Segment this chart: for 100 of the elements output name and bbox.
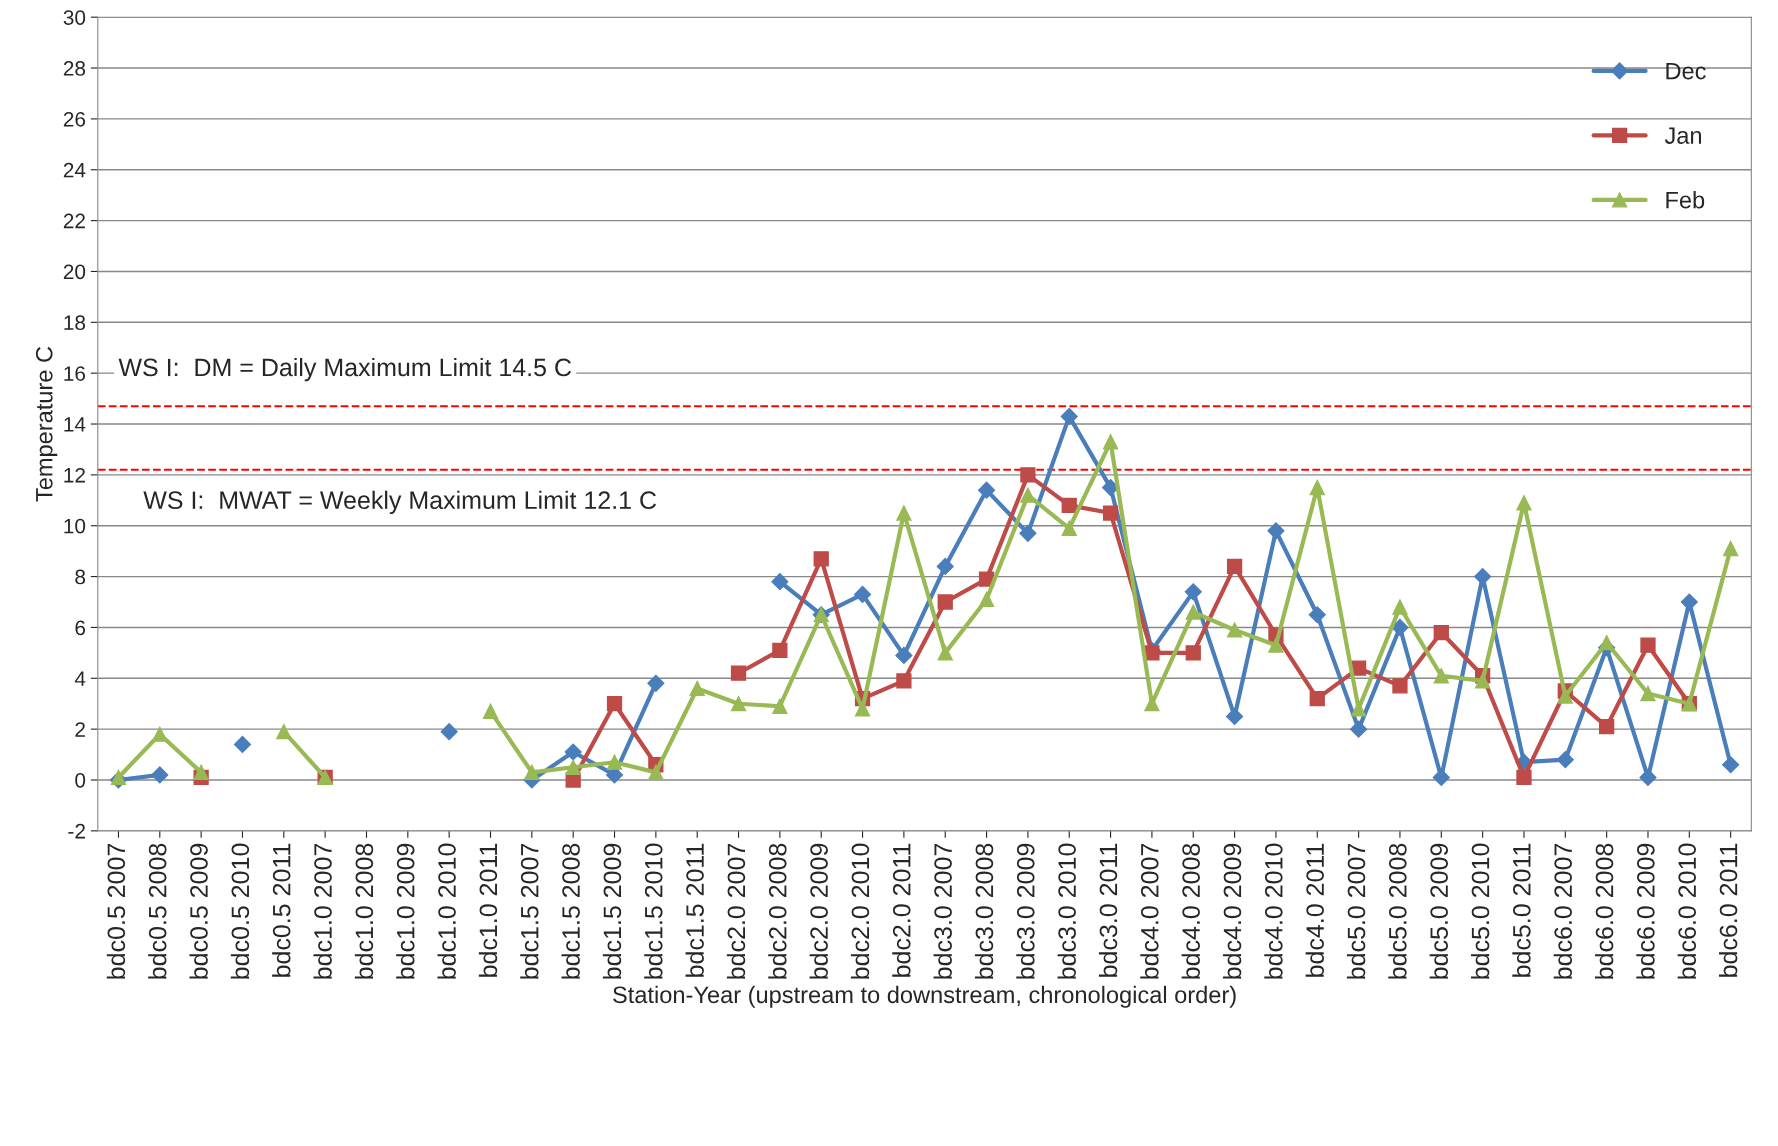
x-tick-label: bdc0.5 2011 <box>272 843 291 977</box>
point <box>565 759 581 775</box>
point <box>1185 604 1201 620</box>
x-tick-label: bdc6.0 2009 <box>1636 843 1655 979</box>
y-tick-label: 30 <box>63 10 86 25</box>
point <box>1640 685 1656 702</box>
point <box>1640 637 1656 653</box>
x-tick-label: bdc3.0 2011 <box>1098 843 1118 977</box>
point <box>730 696 747 712</box>
x-tick-label: bdc3.0 2007 <box>933 843 952 979</box>
x-tick-label: bdc5.0 2009 <box>1429 843 1448 979</box>
x-tick-label: bdc4.0 2008 <box>1181 843 1200 979</box>
x-tick-label: bdc2.0 2009 <box>809 843 828 979</box>
point <box>440 723 458 741</box>
y-tick-label: 14 <box>64 417 86 432</box>
point <box>937 645 953 661</box>
y-tick-label: 10 <box>64 518 86 534</box>
point <box>1060 407 1078 425</box>
x-tick-label: bdc6.0 2007 <box>1553 843 1573 979</box>
x-tick-label: bdc2.0 2010 <box>850 843 870 979</box>
y-tick-label: 8 <box>75 569 86 585</box>
y-tick-label: 0 <box>75 773 86 788</box>
point <box>1516 769 1532 786</box>
point <box>1598 718 1615 735</box>
point <box>813 551 829 567</box>
point <box>896 505 912 521</box>
x-tick-label: bdc6.0 2010 <box>1677 843 1697 979</box>
point <box>1019 524 1037 542</box>
point <box>276 724 292 740</box>
x-tick-label: bdc6.0 2008 <box>1594 843 1614 979</box>
x-tick-label: bdc5.0 2008 <box>1388 843 1407 979</box>
y-tick-label: -2 <box>68 823 85 839</box>
x-tick-label: bdc4.0 2010 <box>1264 843 1283 979</box>
x-tick-label: bdc4.0 2011 <box>1305 843 1324 977</box>
x-tick-label: bdc5.0 2011 <box>1512 843 1531 977</box>
point <box>1392 599 1408 615</box>
y-tick-label: 28 <box>63 61 86 76</box>
x-tick-label: bdc1.5 2010 <box>644 843 663 979</box>
point <box>647 674 665 692</box>
y-tick-label: 20 <box>63 264 86 280</box>
point <box>1102 434 1119 450</box>
x-tick-label: bdc1.5 2007 <box>520 843 539 979</box>
point <box>1268 637 1284 653</box>
y-tick-label: 22 <box>63 213 85 229</box>
point <box>1144 696 1160 712</box>
x-tick-label: bdc1.5 2011 <box>685 843 704 977</box>
point <box>772 642 788 658</box>
point <box>772 698 788 714</box>
x-tick-label: bdc1.0 2011 <box>478 843 498 977</box>
y-tick-label: 12 <box>64 467 85 483</box>
y-tick-label: 26 <box>63 111 86 127</box>
point <box>564 743 582 761</box>
y-axis-title: Temperature C <box>35 346 58 502</box>
point <box>1474 673 1491 689</box>
ref-line-label: WS I: MWAT = Weekly Maximum Limit 12.1 C <box>143 490 657 514</box>
point <box>1309 690 1325 707</box>
point <box>1350 660 1367 676</box>
point <box>978 481 996 499</box>
x-tick-label: bdc5.0 2007 <box>1346 843 1366 979</box>
x-tick-label: bdc3.0 2010 <box>1057 843 1076 979</box>
point <box>152 726 168 742</box>
point <box>1020 487 1036 503</box>
x-tick-label: bdc1.0 2008 <box>354 843 374 979</box>
point <box>1309 479 1325 496</box>
y-tick-label: 6 <box>75 620 86 636</box>
point <box>1308 606 1326 624</box>
x-tick-label: bdc1.0 2009 <box>396 843 415 979</box>
point <box>1061 520 1077 536</box>
point <box>689 680 705 697</box>
point <box>1392 678 1408 694</box>
point <box>606 696 623 712</box>
point <box>1267 522 1285 540</box>
point <box>1556 751 1574 769</box>
y-tick-label: 4 <box>74 671 86 686</box>
point <box>1516 495 1532 511</box>
point <box>1433 668 1449 684</box>
x-tick-label: bdc0.5 2009 <box>189 843 208 979</box>
x-tick-label: bdc1.5 2009 <box>602 843 622 979</box>
point <box>1061 497 1077 514</box>
point <box>1144 645 1160 661</box>
point <box>854 585 872 603</box>
point <box>1184 583 1202 601</box>
point <box>771 573 789 591</box>
x-axis-title: Station-Year (upstream to downstream, chronological order) <box>613 985 1236 1008</box>
point <box>1639 768 1657 787</box>
x-tick-label: bdc0.5 2010 <box>230 843 250 979</box>
y-tick-label: 18 <box>64 315 86 331</box>
x-tick-label: bdc3.0 2008 <box>974 843 994 979</box>
x-tick-label: bdc0.5 2008 <box>148 843 167 979</box>
ref-line-label: WS I: DM = Daily Maximum Limit 14.5 C <box>118 357 572 382</box>
point <box>1185 645 1201 661</box>
point <box>1020 467 1036 483</box>
point <box>1557 688 1573 704</box>
point <box>937 594 953 610</box>
x-tick-label: bdc2.0 2008 <box>768 843 787 979</box>
legend-label: Feb <box>1666 191 1705 209</box>
point <box>1433 624 1449 641</box>
point <box>193 764 209 781</box>
x-tick-label: bdc2.0 2007 <box>726 843 746 979</box>
point <box>151 766 169 784</box>
